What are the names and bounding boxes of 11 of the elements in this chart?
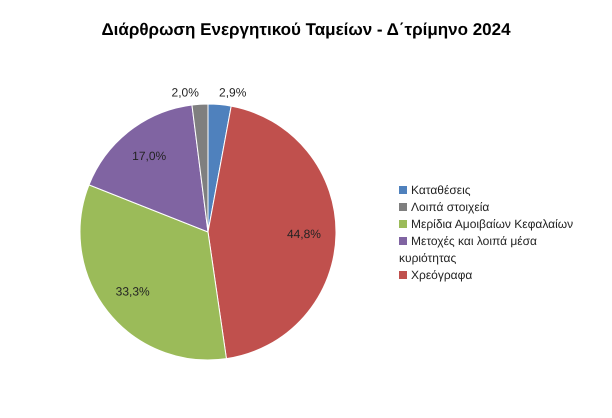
data-label: 17,0% bbox=[132, 149, 166, 164]
legend-label: Καταθέσεις bbox=[411, 182, 471, 196]
data-label: 33,3% bbox=[116, 284, 150, 299]
legend-label: Χρεόγραφα bbox=[411, 268, 472, 282]
legend-label: Μετοχές και λοιπά μέσα κυριότητας bbox=[399, 234, 537, 264]
data-label: 2,9% bbox=[219, 86, 247, 100]
data-label: 44,8% bbox=[286, 226, 322, 241]
data-label: 2,0% bbox=[172, 85, 200, 100]
legend-label: Μερίδια Αμοιβαίων Κεφαλαίων bbox=[411, 216, 574, 230]
chart-title: Διάρθρωση Ενεργητικού Ταμείων - Δ΄τρίμηνο 2024 bbox=[100, 19, 512, 41]
legend-label: Λοιπά στοιχεία bbox=[411, 200, 490, 214]
